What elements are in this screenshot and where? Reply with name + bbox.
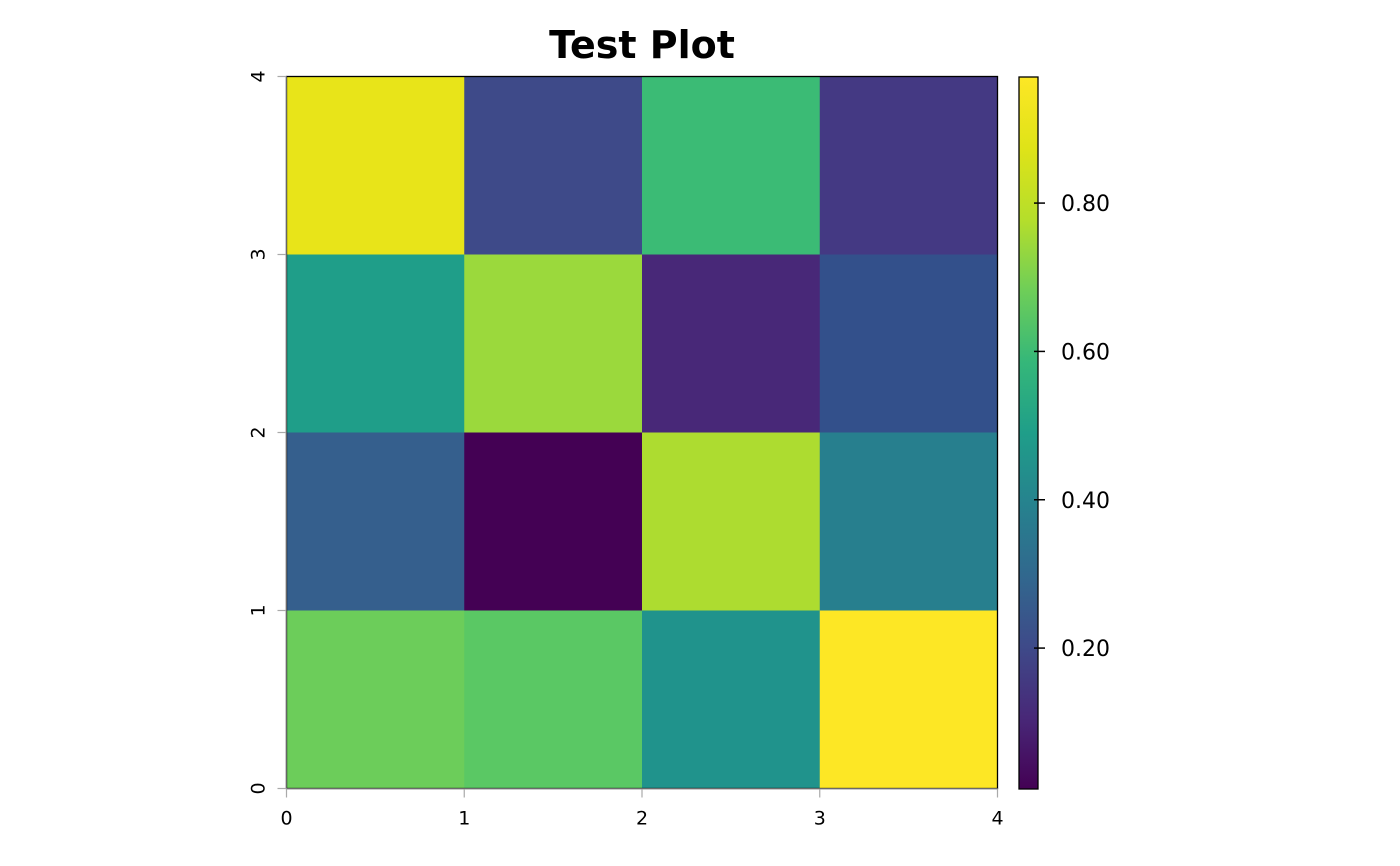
- heatmap-cell: [642, 254, 821, 433]
- heatmap-cell: [642, 432, 821, 611]
- heatmap-cell: [819, 254, 998, 433]
- y-tick-label: 1: [248, 604, 270, 616]
- heatmap-cell: [819, 432, 998, 611]
- colorbar-tick-label: 0.60: [1061, 340, 1110, 365]
- chart-title: Test Plot: [549, 23, 735, 67]
- x-tick-label: 4: [991, 808, 1003, 830]
- heatmap-cell: [819, 610, 998, 789]
- heatmap-cell: [464, 76, 643, 255]
- y-tick-label: 2: [248, 426, 270, 438]
- x-tick-label: 2: [636, 808, 648, 830]
- colorbar-tick-label: 0.80: [1061, 192, 1110, 217]
- y-axis: 0 1 2 3 4: [248, 70, 287, 795]
- heatmap-cell: [286, 254, 465, 433]
- heatmap-cell: [286, 432, 465, 611]
- x-axis: 0 1 2 3 4: [280, 788, 1004, 830]
- heatmap-cells: [286, 76, 998, 789]
- x-tick-label: 1: [458, 808, 470, 830]
- y-tick-label: 0: [248, 782, 270, 794]
- heatmap-cell: [464, 432, 643, 611]
- colorbar-tick-label: 0.20: [1061, 637, 1110, 662]
- heatmap-cell: [642, 610, 821, 789]
- heatmap-cell: [642, 76, 821, 255]
- heatmap-cell: [819, 76, 998, 255]
- y-tick-label: 4: [248, 70, 270, 82]
- heatmap-cell: [464, 254, 643, 433]
- x-tick-label: 3: [814, 808, 826, 830]
- heatmap-cell: [286, 610, 465, 789]
- colorbar: 0.20 0.40 0.60 0.80: [1018, 76, 1110, 790]
- heatmap-cell: [286, 76, 465, 255]
- colorbar-gradient: [1018, 76, 1039, 790]
- colorbar-tick-label: 0.40: [1061, 489, 1110, 514]
- x-tick-label: 0: [280, 808, 292, 830]
- y-tick-label: 3: [248, 248, 270, 260]
- colorbar-ticks: 0.20 0.40 0.60 0.80: [1034, 192, 1110, 662]
- heatmap-cell: [464, 610, 643, 789]
